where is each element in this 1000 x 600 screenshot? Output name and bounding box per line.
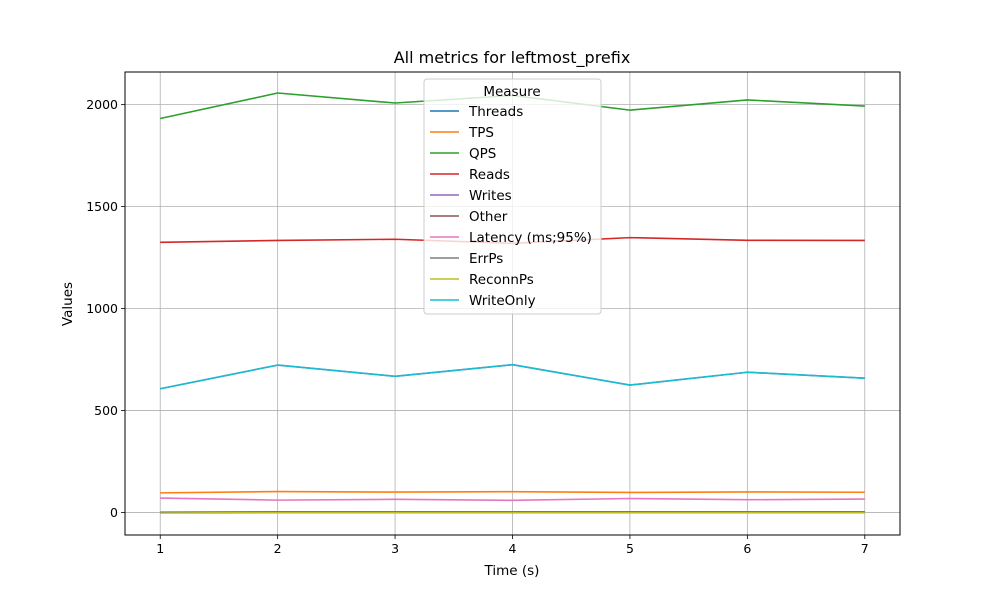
y-tick-label: 500 (94, 403, 118, 418)
x-tick-label: 5 (626, 541, 634, 556)
x-tick-label: 7 (861, 541, 869, 556)
x-tick-label: 3 (391, 541, 399, 556)
y-axis-ticks: 0 500 1000 1500 2000 (86, 97, 125, 520)
legend-label-latency-ms-95: Latency (ms;95%) (469, 230, 592, 246)
legend-entries: Threads TPS QPS Reads Writes Other Latency (ms… (430, 104, 592, 309)
legend-label-writeonly: WriteOnly (469, 293, 536, 309)
legend-box (423, 78, 602, 315)
legend-title: Measure (483, 84, 540, 100)
series-line-writeonly (160, 363, 865, 390)
x-tick-label: 4 (509, 541, 517, 556)
legend-label-reads: Reads (469, 167, 510, 183)
series-line-latency-ms-95 (160, 497, 865, 502)
x-axis-ticks: 1 2 3 4 5 6 7 (156, 535, 869, 556)
x-axis-label: Time (s) (484, 563, 540, 579)
x-tick-label: 1 (156, 541, 164, 556)
series-line-reconnps (160, 510, 865, 514)
y-tick-label: 1500 (86, 199, 118, 214)
legend-label-threads: Threads (468, 104, 523, 120)
legend-label-reconnps: ReconnPs (469, 272, 534, 288)
chart-title: All metrics for leftmost_prefix (394, 48, 631, 68)
series-lines (160, 92, 865, 514)
legend-label-writes: Writes (469, 188, 512, 204)
grid-lines (125, 72, 900, 535)
x-tick-label: 6 (743, 541, 751, 556)
legend: Measure Threads TPS QPS Reads Writes Other Lat… (423, 78, 602, 315)
y-tick-label: 2000 (86, 97, 118, 112)
y-tick-label: 0 (110, 505, 118, 520)
legend-label-tps: TPS (468, 125, 494, 141)
legend-label-qps: QPS (469, 146, 496, 162)
legend-label-other: Other (469, 209, 508, 225)
y-axis-label: Values (60, 282, 76, 326)
x-tick-label: 2 (274, 541, 282, 556)
legend-label-errps: ErrPs (469, 251, 503, 267)
series-line-tps (160, 490, 865, 494)
y-tick-label: 1000 (86, 301, 118, 316)
